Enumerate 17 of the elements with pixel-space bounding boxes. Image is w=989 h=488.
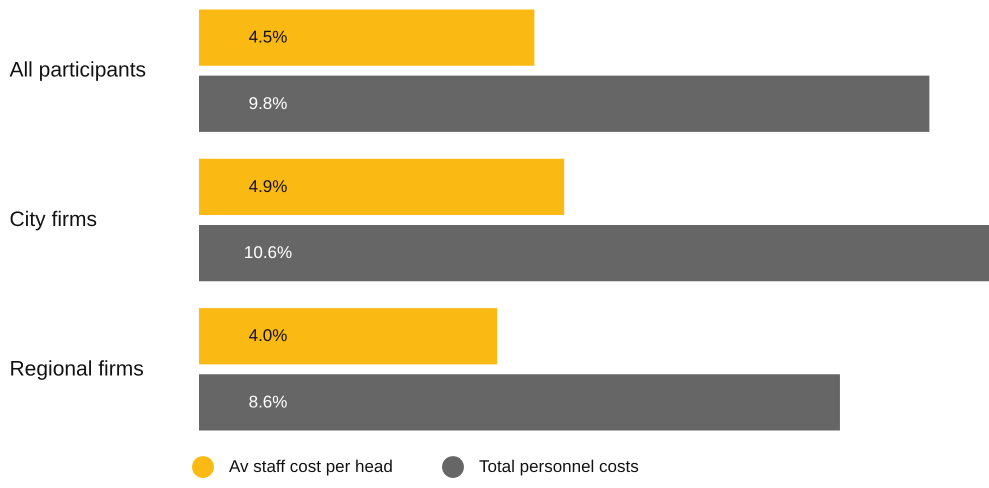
data-label: 9.8% [248, 94, 288, 113]
bar [199, 158, 564, 216]
legend-label: Av staff cost per head [229, 457, 393, 476]
y-tick-label: Regional firms [10, 357, 144, 380]
bar [199, 374, 840, 431]
data-label: 4.5% [248, 28, 288, 47]
bar [199, 308, 498, 364]
bar [199, 76, 930, 132]
y-tick-label: All participants [10, 58, 146, 82]
data-label: 4.0% [248, 326, 288, 346]
data-label: 8.6% [248, 392, 288, 412]
data-label: 10.6% [244, 243, 292, 262]
legend-label: Total personnel costs [479, 457, 639, 476]
bar [199, 9, 534, 66]
bar [199, 224, 989, 282]
y-tick-label: City firms [10, 208, 97, 231]
data-label: 4.9% [248, 176, 288, 196]
